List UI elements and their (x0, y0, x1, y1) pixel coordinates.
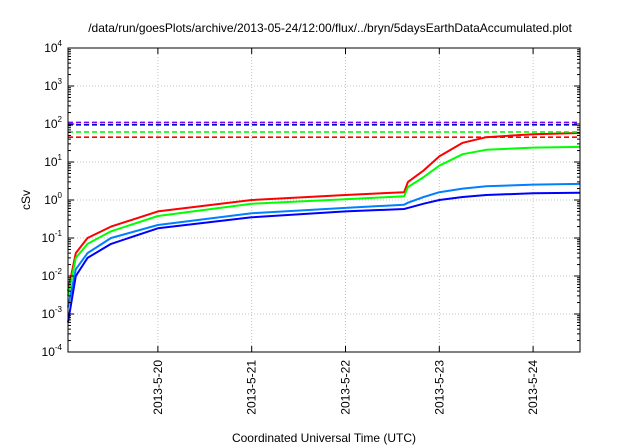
y-tick-label: 101 (44, 153, 62, 169)
y-tick-label: 102 (44, 115, 62, 131)
x-axis-ticks: 2013-5-20 2013-5-21 2013-5-22 2013-5-23 2013… (151, 48, 540, 415)
x-tick-label: 2013-5-21 (245, 360, 259, 415)
x-axis-label: Coordinated Universal Time (UTC) (232, 431, 416, 445)
y-tick-label: 103 (44, 77, 62, 93)
x-tick-label: 2013-5-23 (432, 360, 446, 415)
series-line-4 (67, 191, 581, 323)
y-axis-label: cSv (19, 190, 33, 210)
y-tick-label: 10-1 (42, 229, 63, 245)
series-group (67, 121, 581, 323)
y-tick-label: 10-2 (42, 267, 63, 283)
x-tick-label: 2013-5-24 (526, 360, 540, 415)
series-line-1 (67, 132, 581, 292)
y-tick-label: 10-3 (42, 305, 63, 321)
y-axis-ticks: 10-4 10-3 10-2 10-1 100 101 102 103 104 (42, 39, 580, 359)
y-tick-label: 10-4 (42, 343, 63, 359)
y-tick-label: 100 (44, 191, 62, 207)
chart-title: /data/run/goesPlots/archive/2013-05-24/1… (88, 21, 572, 35)
y-tick-label: 104 (44, 39, 62, 55)
series-line-2 (67, 145, 581, 297)
x-tick-label: 2013-5-20 (151, 360, 165, 415)
series-line-3 (67, 182, 581, 308)
x-tick-label: 2013-5-22 (338, 360, 352, 415)
